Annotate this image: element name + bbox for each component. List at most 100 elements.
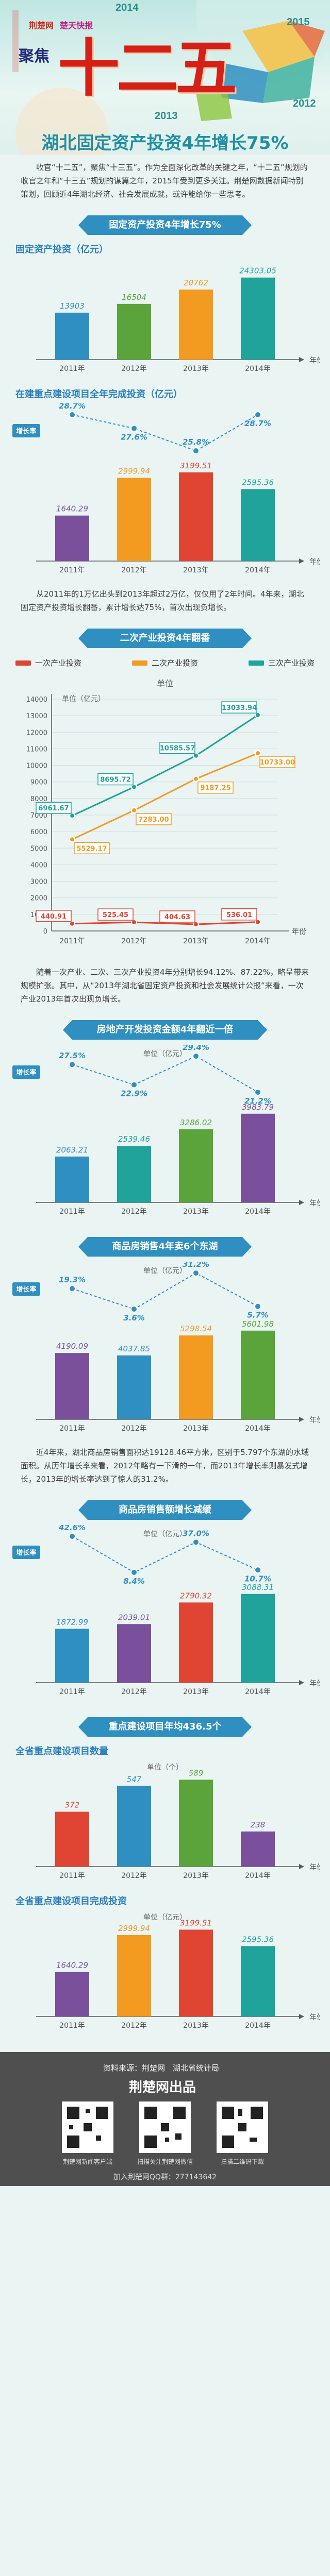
y-tick-label: 3000 (30, 878, 47, 886)
bar-value-label: 372 (65, 1801, 80, 1810)
y-tick-label: 12000 (26, 729, 47, 737)
section4-paragraph: 近4年来，湖北商品房销售面积达19128.46平方米，区别于5.797个东湖的水… (21, 1448, 309, 1484)
bar (117, 478, 151, 561)
data-label-box (36, 802, 72, 814)
qr-code-wechat[interactable] (139, 2102, 191, 2153)
x-tick-label: 2011年 (59, 365, 85, 373)
header-focus-label: 聚焦 (19, 47, 50, 65)
data-label: 10585.57 (160, 745, 195, 753)
bar (55, 1811, 89, 1867)
chart-key-project-count: 年份 单位（个） 372 2011年 547 2012年 589 2013年 238 2014年 (10, 1760, 324, 1887)
x-tick-label: 2013年 (183, 365, 209, 373)
x-tick-label: 2013年 (183, 1872, 209, 1880)
x-tick-label: 2014年 (245, 566, 271, 574)
chart-fixed-investment: 年份 13903 2011年 16504 2012年 20762 2013年 24303.05… (10, 259, 324, 380)
growth-value-label: 37.0% (183, 1529, 209, 1538)
page-headline: 湖北固定资产投资4年增长75% (41, 133, 289, 154)
bar (179, 1602, 213, 1683)
data-label: 525.45 (103, 911, 128, 919)
data-label-box (259, 756, 295, 768)
growth-value-label: 21.2% (244, 1096, 271, 1106)
bar-value-label: 20762 (184, 278, 208, 287)
growth-value-label: 5.7% (247, 1311, 269, 1320)
data-label: 536.01 (226, 911, 252, 919)
x-tick-label: 2011年 (59, 937, 85, 945)
footer-brand: 荆楚网出品 (129, 2080, 196, 2095)
series-point (69, 812, 75, 819)
growth-point (130, 1569, 138, 1576)
header-year-2015: 2015 (287, 16, 310, 28)
growth-value-label: 42.6% (58, 1525, 86, 1532)
bar (55, 1353, 89, 1419)
series-point (255, 712, 261, 719)
growth-point (254, 1089, 261, 1096)
legend-primary-label: 一次产业投资 (35, 658, 82, 668)
growth-value-label: 31.2% (183, 1262, 209, 1269)
bar-value-label: 2595.36 (242, 478, 274, 487)
x-axis-label: 年份 (309, 558, 320, 566)
growth-rate-tag (12, 424, 40, 437)
x-tick-label: 2014年 (245, 1425, 271, 1433)
growth-rate-tag (12, 1282, 40, 1296)
x-axis-arrow (299, 357, 304, 362)
chart-real-estate: 年份 单位（亿元） 2063.21 2011年 2539.46 2012年 3286.02 2… (10, 1043, 324, 1223)
bar-value-label: 24303.05 (239, 266, 276, 276)
bar-value-label: 2999.94 (118, 467, 150, 476)
data-label-box (97, 908, 134, 921)
growth-value-label: 25.8% (183, 437, 209, 447)
section-banner-sales-amount: 商品房销售额增长减缓 (78, 1500, 252, 1520)
y-tick-label: 14000 (26, 696, 47, 704)
y-tick-label: 6000 (30, 828, 47, 836)
x-tick-label: 2012年 (121, 1872, 147, 1880)
series-point (255, 750, 261, 757)
header-big-title: 十二五 (58, 32, 237, 105)
bar-value-label: 3199.51 (180, 461, 212, 470)
bar-value-label: 13903 (60, 301, 85, 311)
header-year-2012: 2012 (293, 98, 316, 109)
x-tick-label: 2012年 (121, 1425, 147, 1433)
x-axis-label: 年份 (309, 1416, 320, 1425)
y-unit-label: 单位（个） (147, 1764, 183, 1772)
x-tick-label: 2013年 (183, 2022, 209, 2030)
x-tick-label: 2011年 (59, 1208, 85, 1216)
y-tick-label: 8000 (30, 795, 47, 803)
qr-label-app: 荆楚网新闻客户端 (62, 2158, 112, 2165)
x-tick-label: 2014年 (245, 937, 271, 945)
x-tick-label: 2011年 (59, 2022, 85, 2030)
series-point (193, 775, 199, 782)
growth-point (254, 1566, 261, 1574)
x-axis-label: 年份 (292, 928, 306, 936)
y-unit-label: 单位（亿元） (143, 1530, 187, 1538)
bar-value-label: 1640.29 (56, 1961, 88, 1970)
y-tick-label: 10000 (26, 762, 47, 770)
bar-value-label: 3088.31 (242, 1583, 274, 1592)
footer-source: 资料来源：荆楚网 湖北省统计局 (103, 2063, 220, 2073)
bar-value-label: 1872.99 (56, 1618, 88, 1627)
data-label-box (197, 781, 234, 794)
bar-value-label: 4037.85 (118, 1344, 150, 1353)
bar (55, 1629, 89, 1683)
header-year-2013: 2013 (155, 110, 178, 122)
jingchu-logo: 荆楚网 (29, 21, 54, 30)
qr-code-download[interactable] (217, 2102, 268, 2153)
bar-value-label: 5601.98 (242, 1319, 274, 1329)
growth-line (72, 1536, 258, 1573)
bar (179, 1780, 213, 1867)
header-banner: 2014 2015 2013 2012 荆楚网 楚天快报 聚焦 十二五 湖北固定… (0, 0, 330, 155)
x-axis-arrow (299, 1864, 304, 1869)
industry-unit-label: 单位 (156, 679, 173, 688)
section-banner-housing-sales: 商品房销售4年卖6个东湖 (78, 1237, 252, 1257)
legend-secondary: 二次产业投资 (131, 657, 198, 668)
footer-qq-group: 加入荆楚网QQ群：277143642 (113, 2173, 217, 2181)
growth-point (130, 1306, 138, 1313)
industry-legend: 一次产业投资 二次产业投资 三次产业投资 (15, 657, 315, 668)
data-label-box (36, 910, 72, 922)
data-label: 404.63 (164, 913, 190, 921)
chart-housing-sales: 年份 单位（亿元） 4190.09 2011年 4037.85 2012年 5298.54 2… (10, 1260, 324, 1439)
bar-value-label: 238 (251, 1820, 266, 1829)
y-unit-label: 单位（亿元） (143, 1913, 187, 1922)
bar-value-label: 547 (127, 1774, 142, 1784)
bar (55, 1972, 89, 2016)
x-tick-label: 2013年 (183, 566, 209, 574)
qr-code-app[interactable] (62, 2102, 113, 2153)
